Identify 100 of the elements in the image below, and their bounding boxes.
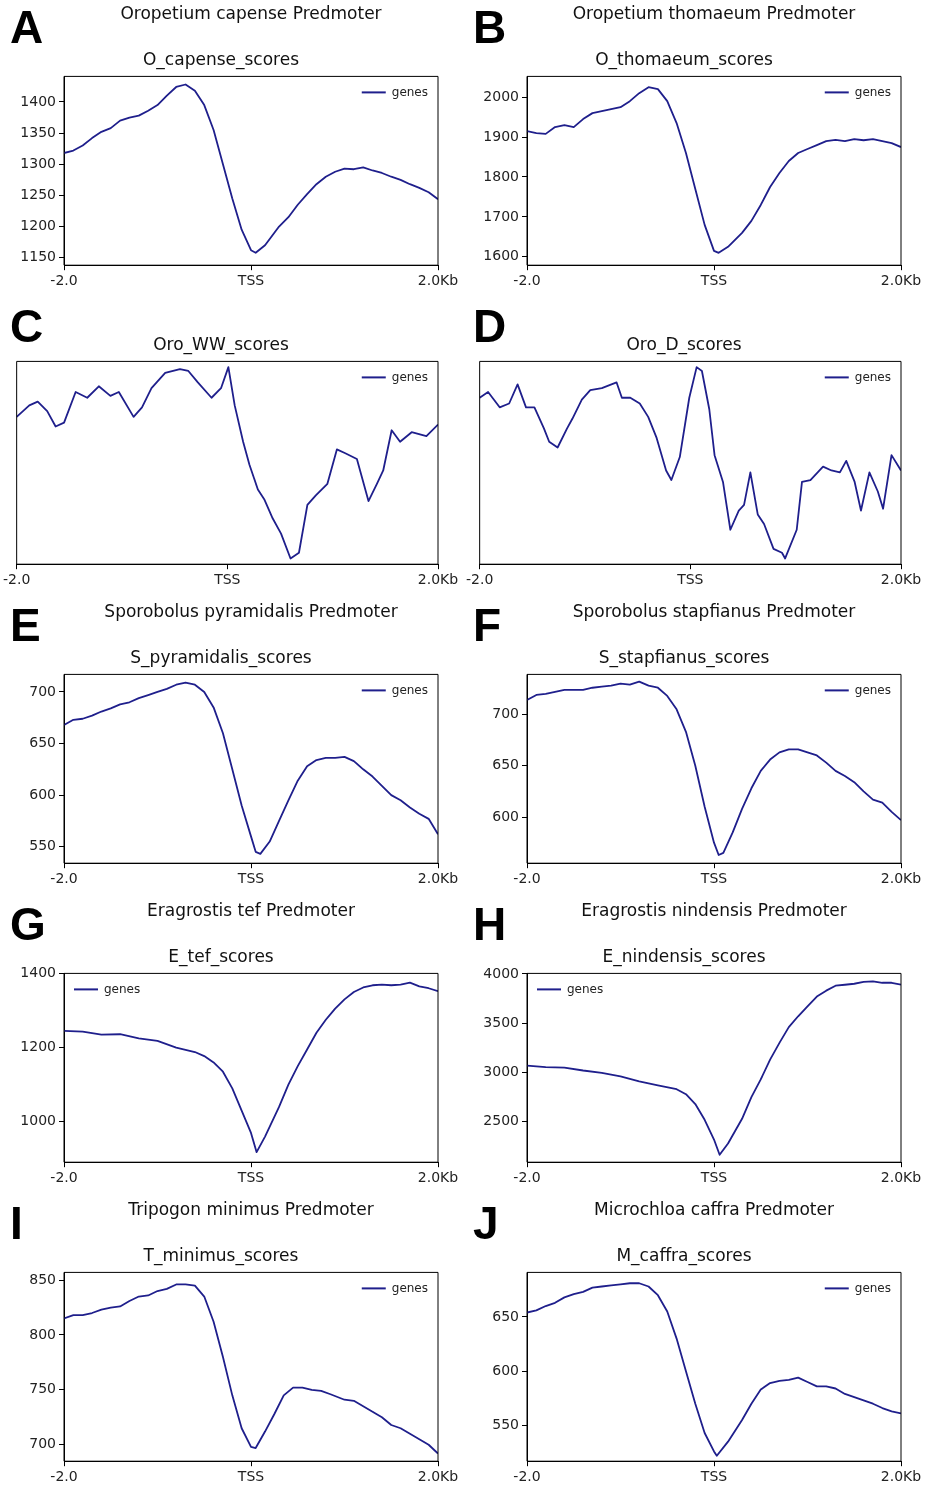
x-tick-label: -2.0: [50, 1468, 78, 1485]
chart-subtitle: M_caffra_scores: [616, 1244, 752, 1266]
y-tick-label: 1000: [20, 1112, 56, 1129]
chart-title: Tripogon minimus Predmoter: [127, 1199, 375, 1219]
legend-label: genes: [854, 84, 892, 99]
x-tick-label: TSS: [236, 1169, 265, 1186]
x-tick-label: 2.0Kb: [880, 870, 922, 887]
chart-title: Oropetium thomaeum Predmoter: [572, 3, 856, 23]
legend-label: genes: [567, 981, 604, 996]
x-tick-label: -2.0: [513, 272, 541, 289]
y-tick-label: 550: [29, 837, 56, 854]
legend-label: genes: [854, 1280, 892, 1295]
y-tick-label: 3500: [483, 1013, 519, 1030]
y-tick-label: 1700: [483, 207, 519, 224]
chart-title: Oro_D_scores: [626, 333, 742, 355]
y-tick-label: 800: [29, 1325, 56, 1342]
chart-subtitle: S_pyramidalis_scores: [130, 646, 312, 668]
legend-label: genes: [391, 682, 429, 697]
legend-label: genes: [391, 84, 429, 99]
x-tick-label: -2.0: [513, 1169, 541, 1186]
x-tick-label: 2.0Kb: [880, 1468, 922, 1485]
legend-label: genes: [391, 369, 429, 384]
chart-subtitle: E_nindensis_scores: [602, 945, 766, 967]
y-tick-label: 3000: [483, 1063, 519, 1080]
x-tick-label: TSS: [699, 870, 728, 887]
y-tick-label: 4000: [483, 964, 519, 981]
x-tick-label: 2.0Kb: [417, 571, 459, 588]
y-tick-label: 1900: [483, 127, 519, 144]
x-tick-label: -2.0: [465, 571, 494, 588]
x-tick-label: -2.0: [50, 1169, 78, 1186]
chart-subtitle: O_capense_scores: [142, 48, 300, 70]
x-tick-label: 2.0Kb: [417, 272, 459, 289]
chart-title: Oropetium capense Predmoter: [120, 3, 382, 23]
x-tick-label: 2.0Kb: [417, 870, 459, 887]
y-tick-label: 1400: [20, 964, 56, 981]
chart-subtitle: T_minimus_scores: [142, 1244, 299, 1266]
text: F: [473, 598, 502, 652]
y-tick-label: 700: [492, 705, 519, 722]
y-tick-label: 1800: [483, 167, 519, 184]
y-tick-label: 600: [29, 785, 56, 802]
chart-title: Sporobolus stapfianus Predmoter: [571, 601, 857, 621]
y-tick-label: 700: [29, 1435, 56, 1452]
chart-subtitle: O_thomaeum_scores: [595, 48, 773, 70]
y-tick-label: 1150: [20, 248, 56, 265]
y-tick-label: 1300: [20, 154, 56, 171]
legend-label: genes: [391, 1280, 429, 1295]
y-tick-label: 1600: [483, 247, 519, 264]
x-tick-label: -2.0: [513, 870, 541, 887]
text: E: [10, 598, 41, 652]
x-tick-label: TSS: [699, 272, 728, 289]
legend-label: genes: [104, 981, 141, 996]
text: G: [10, 897, 46, 951]
x-tick-label: -2.0: [2, 571, 31, 588]
legend-label: genes: [854, 682, 892, 697]
chart-subtitle: S_stapfianus_scores: [598, 646, 770, 668]
y-tick-label: 1200: [20, 1038, 56, 1055]
y-tick-label: 550: [492, 1416, 519, 1433]
y-tick-label: 1400: [20, 92, 56, 109]
y-tick-label: 650: [29, 734, 56, 751]
text: H: [473, 897, 507, 951]
y-tick-label: 1200: [20, 217, 56, 234]
text: A: [10, 0, 44, 54]
y-tick-label: 700: [29, 682, 56, 699]
y-tick-label: 850: [29, 1270, 56, 1287]
text: C: [10, 299, 44, 353]
x-tick-label: TSS: [236, 870, 265, 887]
y-tick-label: 600: [492, 1361, 519, 1378]
x-tick-label: -2.0: [50, 870, 78, 887]
x-tick-label: 2.0Kb: [880, 571, 922, 588]
y-tick-label: 1350: [20, 123, 56, 140]
x-tick-label: TSS: [236, 1468, 265, 1485]
chart-title: Oro_WW_scores: [153, 333, 289, 355]
chart-subtitle: E_tef_scores: [168, 945, 274, 967]
text: D: [473, 299, 507, 353]
chart-title: Eragrostis tef Predmoter: [147, 900, 355, 920]
y-tick-label: 750: [29, 1380, 56, 1397]
x-tick-label: TSS: [236, 272, 265, 289]
y-tick-label: 1250: [20, 186, 56, 203]
x-tick-label: 2.0Kb: [880, 1169, 922, 1186]
y-tick-label: 600: [492, 807, 519, 824]
x-tick-label: -2.0: [513, 1468, 541, 1485]
text: J: [473, 1196, 499, 1250]
y-tick-label: 2500: [483, 1112, 519, 1129]
x-tick-label: -2.0: [50, 272, 78, 289]
y-tick-label: 2000: [483, 87, 519, 104]
x-tick-label: 2.0Kb: [880, 272, 922, 289]
x-tick-label: TSS: [676, 571, 704, 588]
chart-title: Eragrostis nindensis Predmoter: [581, 900, 847, 920]
x-tick-label: 2.0Kb: [417, 1169, 459, 1186]
y-tick-label: 650: [492, 756, 519, 773]
text: B: [473, 0, 507, 54]
x-tick-label: 2.0Kb: [417, 1468, 459, 1485]
x-tick-label: TSS: [213, 571, 241, 588]
chart-title: Microchloa caffra Predmoter: [593, 1199, 835, 1219]
chart-title: Sporobolus pyramidalis Predmoter: [103, 601, 399, 621]
x-tick-label: TSS: [699, 1468, 728, 1485]
y-tick-label: 650: [492, 1307, 519, 1324]
legend-label: genes: [854, 369, 892, 384]
x-tick-label: TSS: [699, 1169, 728, 1186]
text: I: [10, 1196, 23, 1250]
